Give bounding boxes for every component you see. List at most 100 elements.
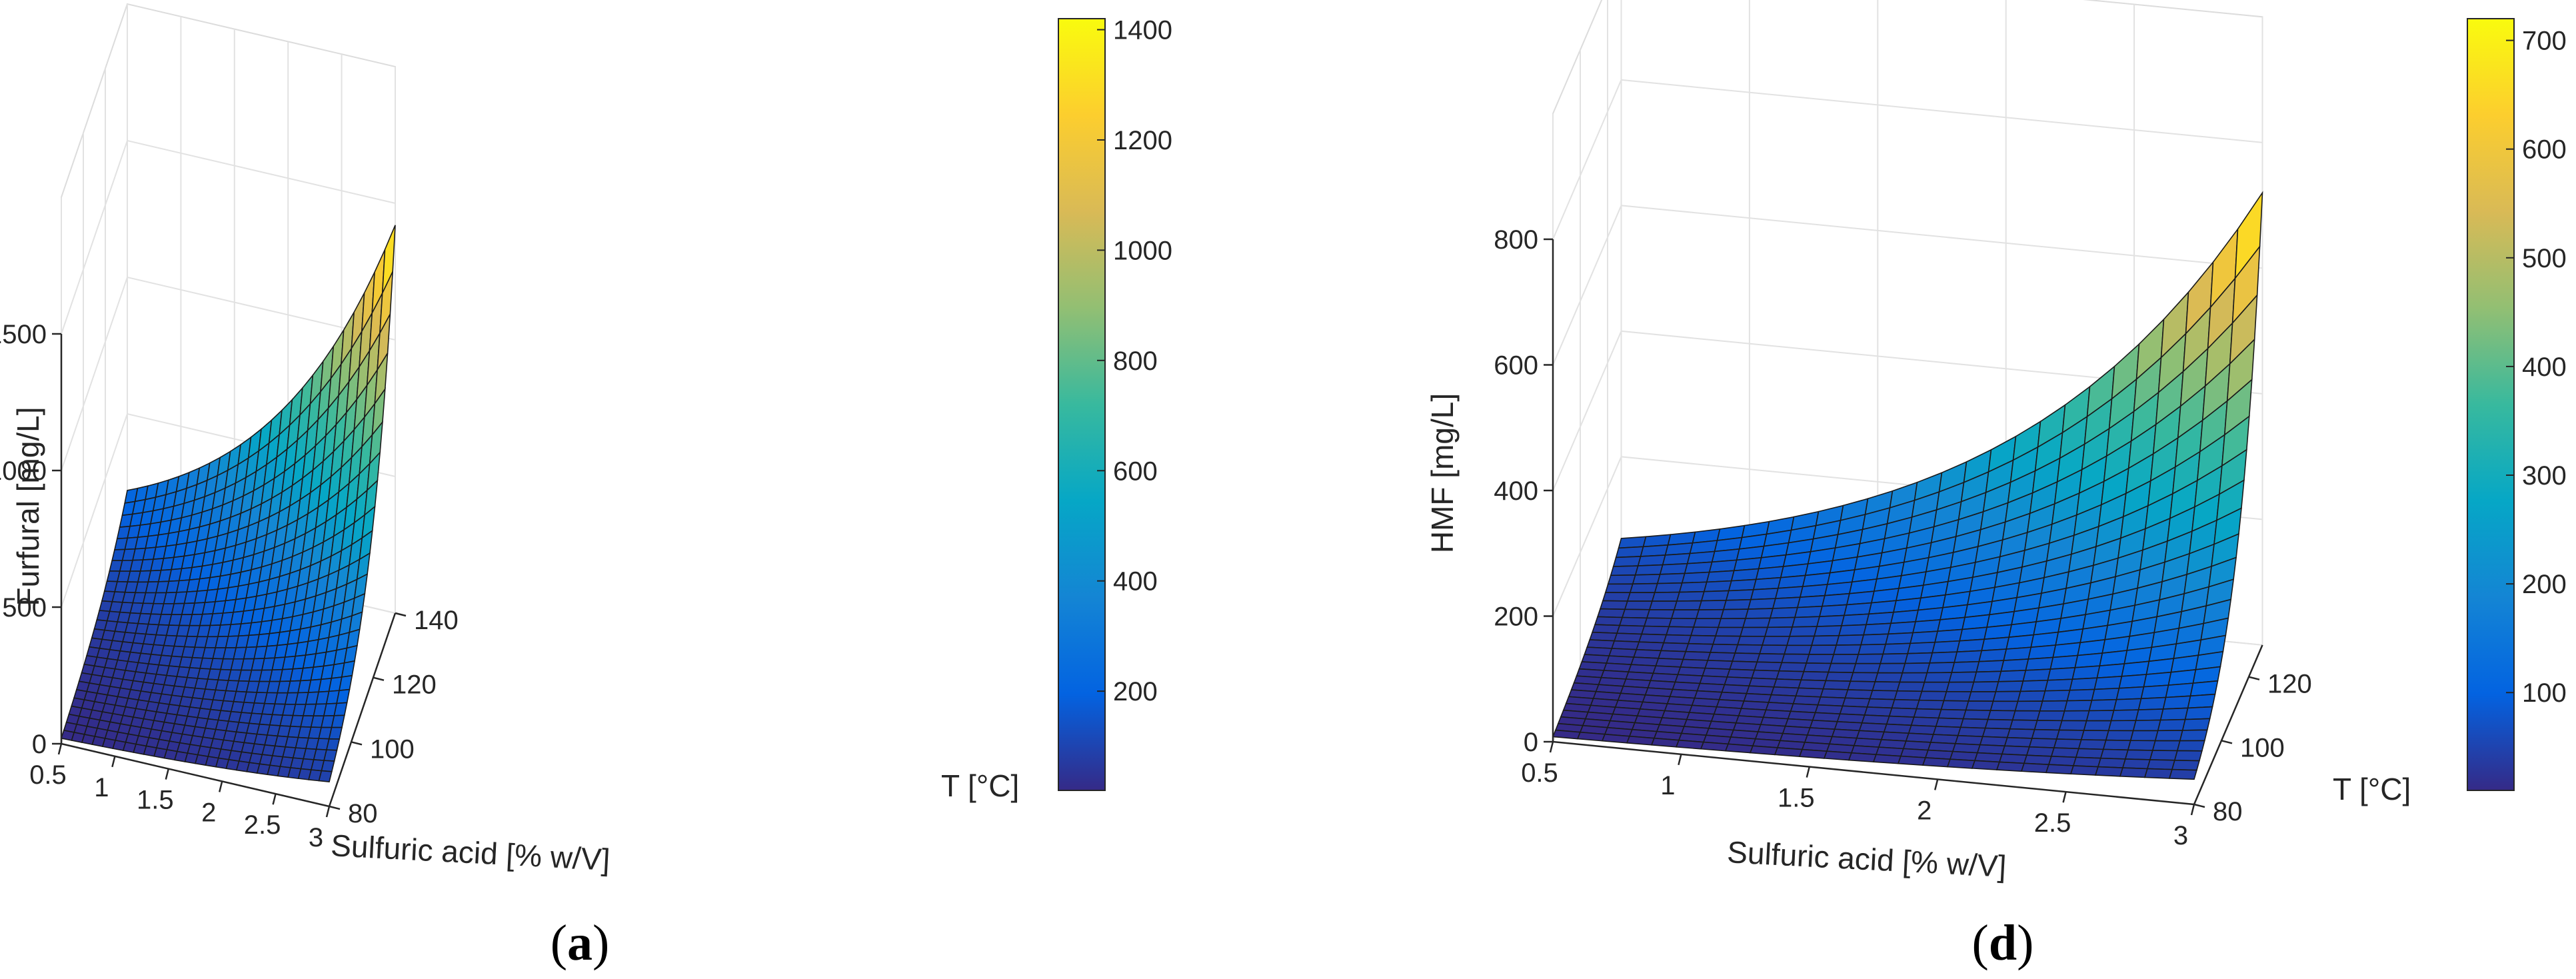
surface-cell [1823, 750, 1853, 761]
surface-cell [2020, 762, 2050, 774]
z-tick-label: 1500 [0, 320, 47, 349]
surface-cell [1860, 633, 1890, 646]
surface-cell [2000, 658, 2029, 672]
chart-panel-d: 0.5 1 1.5 2 2.5 3 80 100 120 0 200 400 600 800 HMF [m… [1425, 0, 2567, 971]
surface-cell [1698, 599, 1727, 610]
z-tick-label: 200 [1494, 602, 1538, 632]
surface-cell [1935, 717, 1964, 728]
surface-cell [1956, 638, 1985, 652]
surface-cell [2157, 718, 2186, 732]
surface-cell [1656, 572, 1686, 584]
surface-cell [2009, 719, 2038, 730]
surface-cell [2066, 688, 2095, 702]
surface-cell [2135, 708, 2164, 721]
surface-cell [1786, 635, 1816, 646]
surface-cell [1863, 622, 1892, 636]
surface-cell [1781, 653, 1810, 664]
surface-cell [1764, 626, 1794, 637]
surface-cell [1607, 574, 1636, 585]
surface-cell [1663, 634, 1692, 644]
colorbar-tick-label: 200 [2522, 570, 2567, 599]
surface-cell [2165, 682, 2194, 698]
surface-cell [1684, 561, 1713, 574]
z-tick-label: 600 [1494, 351, 1538, 381]
surface-cell [1852, 662, 1882, 674]
surface-cell [333, 702, 348, 716]
x-tick-label: 3 [2173, 821, 2188, 850]
surface-cell [1747, 598, 1776, 610]
surface-cell [1629, 582, 1658, 593]
surface-cell [2151, 740, 2181, 752]
surface-cell [1749, 745, 1779, 756]
surface-cell [1830, 654, 1860, 664]
colorbar-tick-label: 600 [2522, 135, 2567, 165]
x-axis-label: Sulfuric acid [% w/V] [330, 828, 611, 877]
surface-cell [2088, 698, 2117, 712]
surface-cell [1681, 571, 1710, 584]
surface-cell [1789, 626, 1818, 637]
surface-cell [1685, 642, 1714, 653]
surface-cell [1700, 741, 1730, 752]
y-tick-mark [2248, 676, 2260, 680]
x-axis-line [1552, 740, 2195, 806]
surface-cell [1866, 698, 1896, 709]
y-tick-label: 80 [2213, 797, 2243, 826]
colorbar-tick-label: 400 [1113, 567, 1158, 596]
surface-cell [2173, 750, 2203, 762]
surface-cell [1957, 726, 1986, 738]
z-tick-label: 800 [1494, 225, 1538, 255]
surface-cell [1707, 652, 1736, 662]
surface-cell [2127, 740, 2156, 751]
surface-cell [1811, 634, 1840, 646]
z-axis-label: HMF [mg/L] [1425, 393, 1460, 553]
surface-cell [1796, 594, 1826, 608]
colorbar-gradient [2467, 18, 2515, 791]
surface-cell [1866, 611, 1895, 626]
surface-cell [1616, 624, 1646, 635]
surface-cell [1673, 600, 1702, 610]
surface-cell [1855, 653, 1884, 664]
x-tick-mark [1549, 741, 1554, 753]
surface-cell [2069, 677, 2098, 691]
surface-cell [2176, 740, 2205, 752]
surface-cell [2033, 720, 2063, 731]
surface-cell [1929, 651, 1958, 664]
surface-cell [1601, 733, 1631, 744]
surface-cell [2006, 728, 2035, 739]
surface-cell [2011, 710, 2041, 721]
surface-cell [1624, 600, 1653, 610]
colorbar-tick-label: 700 [2522, 27, 2567, 56]
surface-cell [1756, 653, 1786, 664]
surface-cell [321, 760, 335, 772]
surface-cell [1725, 588, 1754, 601]
surface-cell [1918, 690, 1947, 702]
surface-cell [1921, 681, 1950, 692]
x-tick-label: 1.5 [1778, 784, 1815, 813]
surface-cell [1816, 614, 1846, 627]
colorbar-tick-label: 100 [2522, 678, 2567, 708]
surface-cell [1847, 680, 1876, 691]
surface-cell [1729, 660, 1758, 671]
axes [52, 333, 407, 818]
surface-cell [1792, 616, 1821, 628]
y-axis-line [328, 612, 397, 807]
surface-cell [1888, 620, 1917, 635]
surface-cell [2102, 739, 2131, 751]
surface-cell [1937, 708, 1967, 720]
surface-cell [1806, 654, 1835, 664]
surface-cell [1604, 583, 1634, 593]
surface-cell [2041, 689, 2071, 702]
surface-cell [2061, 710, 2090, 722]
surface-cell [1744, 608, 1774, 619]
surface-cell [2097, 757, 2126, 768]
surface-cell [2189, 680, 2219, 697]
surface-cell [1706, 570, 1735, 583]
y-axis-line [2193, 644, 2263, 805]
y-tick-mark [351, 741, 363, 746]
surface-cell [2044, 678, 2073, 692]
surface-cell [2019, 679, 2049, 692]
surface-cell [1610, 565, 1639, 576]
surface-cell [2146, 759, 2175, 770]
surface-cell [1690, 626, 1720, 637]
colorbar-tick-label: 1200 [1113, 126, 1172, 155]
